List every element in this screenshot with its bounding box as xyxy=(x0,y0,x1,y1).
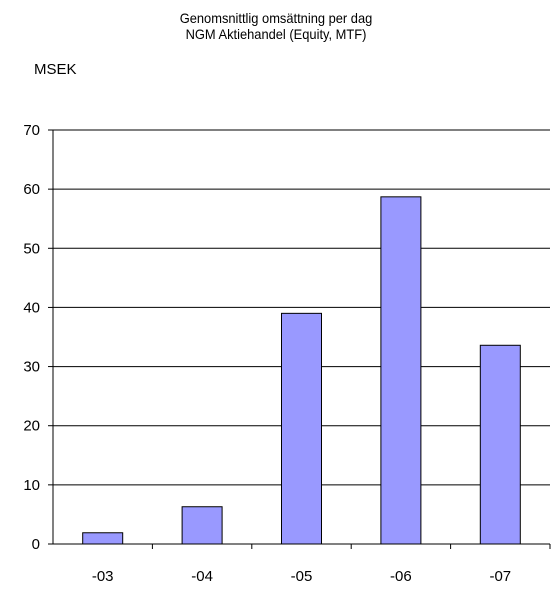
y-tick-label: 40 xyxy=(23,299,40,316)
bar xyxy=(479,344,521,545)
bar xyxy=(380,196,422,545)
y-tick-label: 50 xyxy=(23,240,40,257)
y-tick-label: 60 xyxy=(23,181,40,198)
y-tick-label: 70 xyxy=(23,122,40,139)
y-tick-label: 20 xyxy=(23,418,40,435)
y-axis-unit-label: MSEK xyxy=(34,61,77,78)
chart-title: Genomsnittlig omsättning per dag xyxy=(179,10,373,26)
chart-subtitle: NGM Aktiehandel (Equity, MTF) xyxy=(185,26,367,42)
bar xyxy=(281,312,322,545)
y-tick-label: 30 xyxy=(23,359,40,376)
bar xyxy=(181,506,223,545)
y-tick-label: 0 xyxy=(32,536,40,553)
bar xyxy=(82,532,124,545)
x-tick-label: -06 xyxy=(390,568,412,585)
x-tick-label: -03 xyxy=(92,568,114,585)
y-tick-label: 10 xyxy=(23,477,40,494)
x-tick-label: -05 xyxy=(291,568,313,585)
x-tick-label: -04 xyxy=(191,568,213,585)
x-tick-label: -07 xyxy=(489,568,511,585)
